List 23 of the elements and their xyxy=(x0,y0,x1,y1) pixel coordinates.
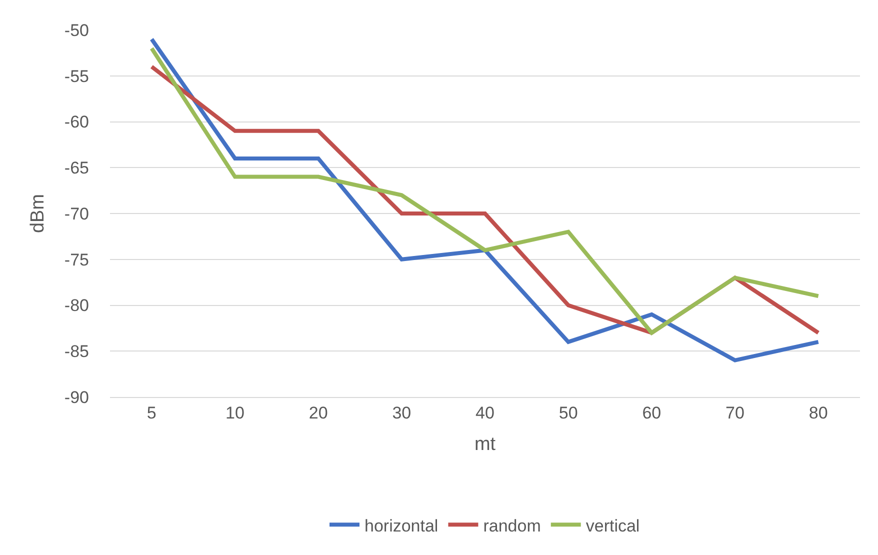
x-tick-label: 50 xyxy=(558,403,578,422)
x-axis-title: mt xyxy=(474,434,496,456)
x-tick-label: 40 xyxy=(476,403,494,422)
y-tick-label: -90 xyxy=(64,388,89,407)
y-tick-label: -60 xyxy=(64,112,89,132)
legend-label: random xyxy=(483,516,541,536)
legend-label: horizontal xyxy=(364,516,438,536)
x-tick-label: 10 xyxy=(226,403,244,422)
y-tick-label: -65 xyxy=(64,158,89,178)
x-tick-label: 80 xyxy=(808,403,828,422)
y-tick-label: -80 xyxy=(64,296,89,316)
y-tick-label: -55 xyxy=(64,66,89,86)
y-axis-title: dBm xyxy=(27,194,48,234)
x-tick-label: 30 xyxy=(392,403,412,422)
y-tick-label: -70 xyxy=(64,204,89,224)
x-tick-label: 60 xyxy=(642,403,662,422)
x-tick-label: 20 xyxy=(308,403,328,422)
y-tick-label: -75 xyxy=(64,250,89,270)
x-tick-label: 70 xyxy=(726,403,744,422)
y-tick-label: -85 xyxy=(64,342,89,362)
y-tick-label: -50 xyxy=(64,20,89,40)
legend-label: vertical xyxy=(586,516,640,536)
x-tick-label: 5 xyxy=(146,403,156,422)
